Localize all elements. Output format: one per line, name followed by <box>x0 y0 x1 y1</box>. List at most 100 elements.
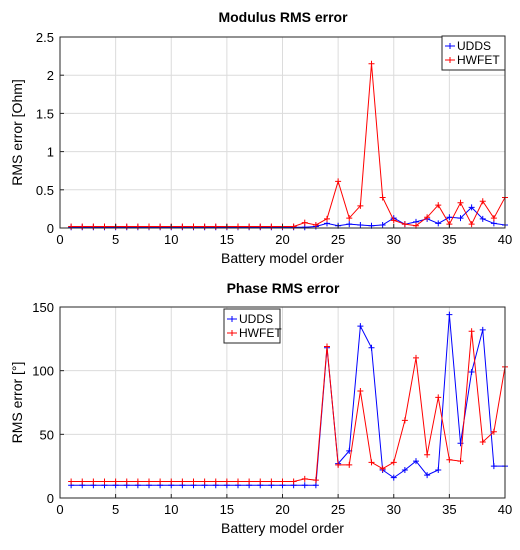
data-point-hwfet <box>157 223 164 230</box>
data-point-hwfet <box>101 478 108 485</box>
data-point-hwfet <box>268 223 275 230</box>
data-point-hwfet <box>134 223 141 230</box>
data-point-hwfet <box>179 478 186 485</box>
x-tick-label: 5 <box>112 502 119 517</box>
x-tick-label: 25 <box>331 502 345 517</box>
data-point-hwfet <box>168 478 175 485</box>
data-point-udds <box>301 482 308 489</box>
data-point-hwfet <box>201 223 208 230</box>
data-point-hwfet <box>468 328 475 335</box>
x-tick-label: 35 <box>442 502 456 517</box>
x-tick-labels: 0 5 10 15 20 25 30 35 40 <box>56 224 512 247</box>
data-point-hwfet <box>312 477 319 484</box>
data-point-hwfet <box>335 178 342 185</box>
legend-marker-udds <box>447 43 453 49</box>
data-point-hwfet <box>490 428 497 435</box>
data-point-hwfet <box>490 215 497 222</box>
data-point-hwfet <box>268 478 275 485</box>
y-tick-label: 0 <box>47 491 54 506</box>
y-tick-label: 1.5 <box>36 106 54 121</box>
data-point-udds <box>379 221 386 228</box>
plot-title: Phase RMS error <box>227 280 340 296</box>
data-point-hwfet <box>246 478 253 485</box>
data-point-udds <box>479 326 486 333</box>
data-point-hwfet <box>424 451 431 458</box>
legend-label-udds: UDDS <box>457 39 491 53</box>
y-tick-label: 0 <box>47 221 54 236</box>
series-line-udds <box>71 314 505 486</box>
data-point-hwfet <box>401 417 408 424</box>
data-point-hwfet <box>401 221 408 228</box>
y-tick-labels: 0 50 100 150 <box>32 300 64 506</box>
y-tick-label: 100 <box>32 364 54 379</box>
data-point-hwfet <box>479 198 486 205</box>
data-point-hwfet <box>457 199 464 206</box>
y-tick-label: 1 <box>47 145 54 160</box>
data-point-udds <box>490 220 497 227</box>
y-tick-label: 50 <box>40 427 54 442</box>
legend-label-udds: UDDS <box>239 312 273 326</box>
data-point-hwfet <box>424 214 431 221</box>
y-tick-labels: 0 0.5 1 1.5 2 2.5 <box>36 30 64 236</box>
x-tick-label: 30 <box>387 502 401 517</box>
data-point-udds <box>346 221 353 228</box>
data-point-hwfet <box>179 223 186 230</box>
phase-rms-error-plot: Phase RMS error 0 5 10 15 20 25 30 35 40 0 50 100 1… <box>9 280 512 536</box>
data-point-udds <box>368 344 375 351</box>
data-point-hwfet <box>246 223 253 230</box>
y-tick-label: 2.5 <box>36 30 54 45</box>
x-tick-label: 40 <box>498 502 512 517</box>
x-tick-label: 5 <box>112 232 119 247</box>
x-tick-labels: 0 5 10 15 20 25 30 35 40 <box>56 494 512 517</box>
x-axis-label: Battery model order <box>221 520 344 536</box>
data-point-hwfet <box>79 223 86 230</box>
y-tick-label: 2 <box>47 68 54 83</box>
data-point-hwfet <box>123 223 130 230</box>
data-point-hwfet <box>324 343 330 350</box>
data-point-udds <box>312 482 319 489</box>
data-point-hwfet <box>68 478 75 485</box>
data-point-hwfet <box>134 478 141 485</box>
x-tick-label: 15 <box>220 502 234 517</box>
x-tick-label: 25 <box>331 232 345 247</box>
data-point-hwfet <box>413 354 419 361</box>
data-point-udds <box>424 472 431 479</box>
data-point-hwfet <box>235 478 241 485</box>
data-point-hwfet <box>190 478 197 485</box>
y-axis-label: RMS error [°] <box>9 362 25 444</box>
data-point-udds <box>435 466 442 473</box>
data-point-hwfet <box>390 459 397 466</box>
data-point-udds <box>413 458 419 465</box>
data-point-hwfet <box>257 478 264 485</box>
x-tick-label: 40 <box>498 232 512 247</box>
data-point-udds <box>468 204 475 211</box>
data-point-hwfet <box>357 202 364 209</box>
data-point-udds <box>435 220 442 227</box>
data-point-hwfet <box>479 438 486 445</box>
data-point-udds <box>446 311 453 318</box>
data-point-udds <box>390 474 397 481</box>
data-point-hwfet <box>112 478 119 485</box>
data-point-hwfet <box>212 478 219 485</box>
data-point-hwfet <box>312 221 319 228</box>
data-point-hwfet <box>346 461 353 468</box>
data-point-hwfet <box>257 223 264 230</box>
x-tick-label: 30 <box>387 232 401 247</box>
data-point-hwfet <box>223 478 230 485</box>
x-tick-label: 0 <box>56 502 63 517</box>
data-point-hwfet <box>212 223 219 230</box>
data-point-hwfet <box>101 223 108 230</box>
x-tick-label: 20 <box>275 232 289 247</box>
x-tick-label: 0 <box>56 232 63 247</box>
legend-box <box>223 308 281 344</box>
y-axis-label: RMS error [Ohm] <box>9 79 25 186</box>
plot-title: Modulus RMS error <box>218 9 348 25</box>
series-layer <box>68 60 508 231</box>
data-point-hwfet <box>157 478 164 485</box>
series-line-hwfet <box>71 63 506 227</box>
data-point-udds <box>490 463 497 470</box>
data-point-hwfet <box>146 223 152 230</box>
data-point-udds <box>357 221 364 228</box>
